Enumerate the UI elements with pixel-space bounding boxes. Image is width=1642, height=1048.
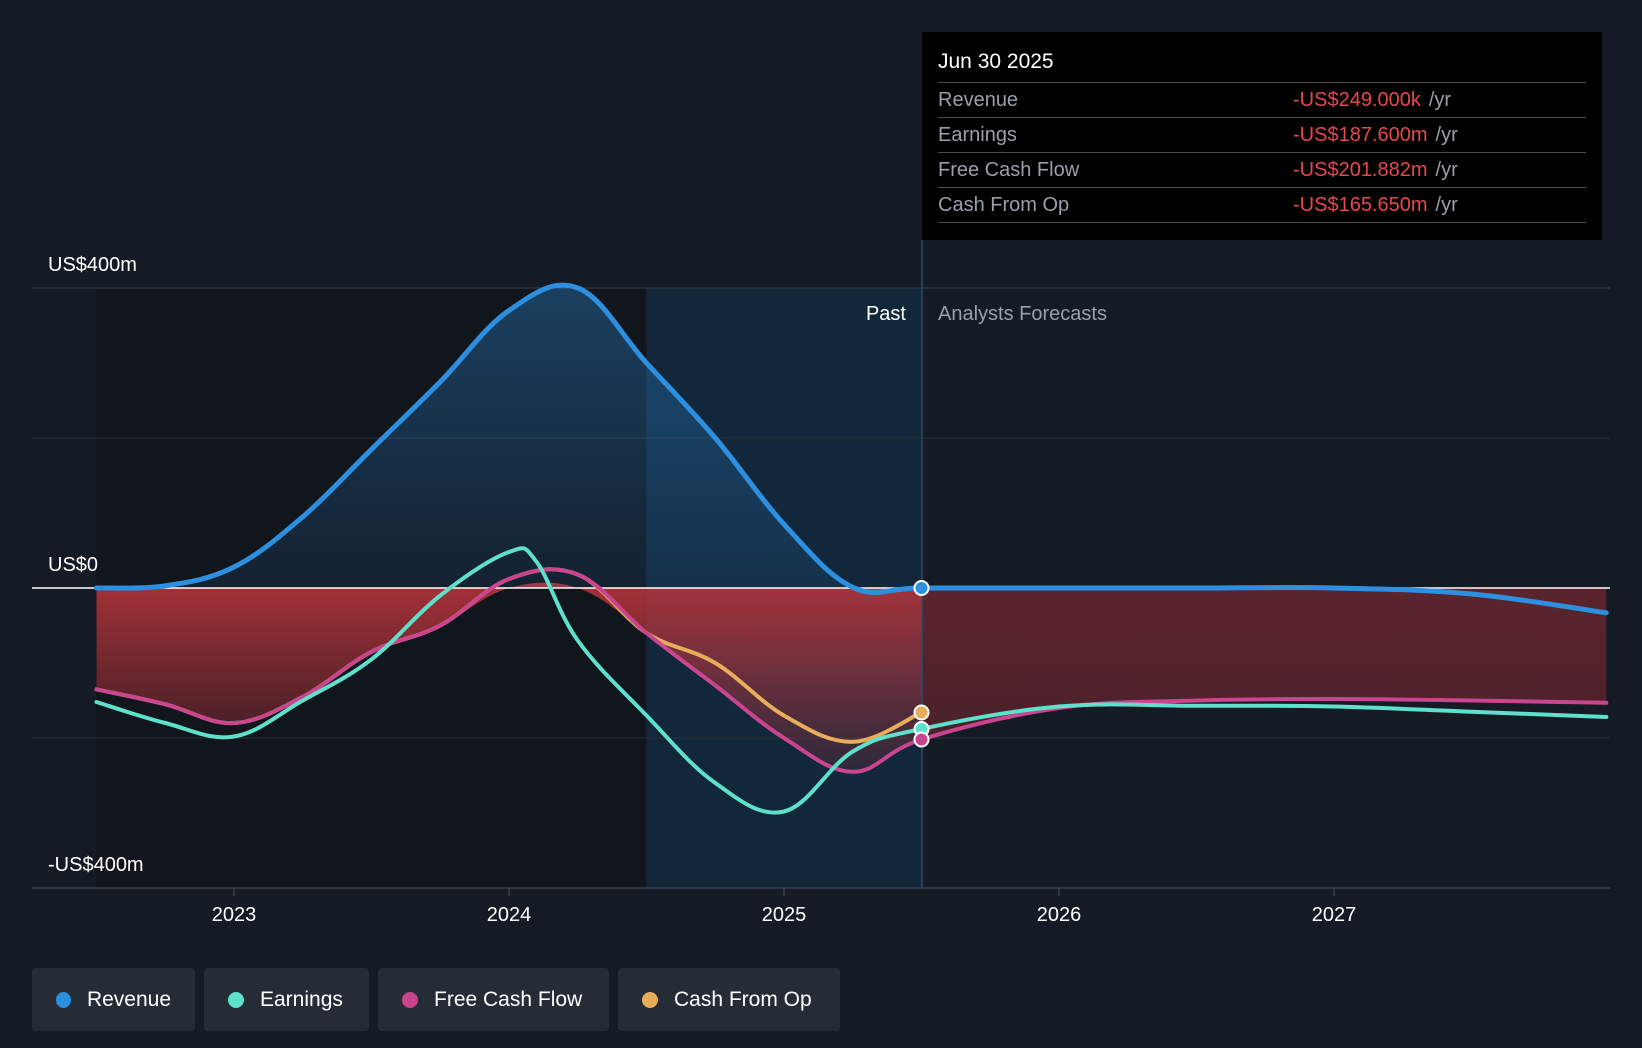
past-label: Past: [866, 303, 906, 325]
legend-dot-icon: [228, 991, 244, 1008]
tooltip-unit: /yr: [1435, 194, 1458, 216]
legend-item-revenue[interactable]: Revenue: [32, 968, 195, 1031]
legend-dot-icon: [642, 991, 658, 1008]
x-tick-label: 2024: [487, 904, 532, 926]
legend: Revenue Earnings Free Cash Flow Cash Fro…: [32, 968, 840, 1031]
legend-dot-icon: [56, 991, 71, 1008]
tooltip-row-earnings: Earnings -US$187.600m /yr: [938, 118, 1586, 153]
tooltip-unit: /yr: [1435, 124, 1458, 146]
legend-dot-icon: [402, 991, 418, 1008]
tooltip-value: -US$201.882m: [1293, 159, 1428, 181]
marker-free-cash-flow[interactable]: [913, 731, 930, 748]
x-tick-label: 2026: [1037, 904, 1082, 926]
x-tick-label: 2027: [1312, 904, 1357, 926]
y-tick-label-bottom: -US$400m: [48, 854, 144, 876]
tooltip-unit: /yr: [1435, 159, 1458, 181]
tooltip-date: Jun 30 2025: [938, 46, 1586, 83]
legend-item-earnings[interactable]: Earnings: [204, 968, 369, 1031]
legend-item-cash-from-op[interactable]: Cash From Op: [618, 968, 840, 1031]
tooltip: Jun 30 2025 Revenue -US$249.000k /yr Ear…: [922, 32, 1602, 240]
y-tick-label-zero: US$0: [48, 554, 98, 576]
line-free-cash-flow: [94, 567, 1609, 774]
tooltip-row-revenue: Revenue -US$249.000k /yr: [938, 83, 1586, 118]
line-earnings: [94, 546, 1609, 815]
tooltip-name: Free Cash Flow: [938, 159, 1080, 181]
tooltip-name: Earnings: [938, 124, 1017, 146]
earnings-negative-area-forecast: [922, 588, 1607, 740]
tooltip-value: -US$249.000k: [1293, 89, 1421, 111]
legend-item-free-cash-flow[interactable]: Free Cash Flow: [378, 968, 609, 1031]
tooltip-name: Revenue: [938, 89, 1019, 111]
x-tick-label: 2025: [762, 904, 807, 926]
forecast-label: Analysts Forecasts: [938, 303, 1107, 325]
tooltip-value: -US$187.600m: [1293, 124, 1428, 146]
x-tick-label: 2023: [212, 904, 257, 926]
y-tick-label-top: US$400m: [48, 254, 137, 276]
tooltip-value: -US$165.650m: [1293, 194, 1428, 216]
tooltip-row-cash-from-op: Cash From Op -US$165.650m /yr: [938, 188, 1586, 223]
tooltip-unit: /yr: [1428, 89, 1452, 111]
tooltip-row-free-cash-flow: Free Cash Flow -US$201.882m /yr: [938, 153, 1586, 188]
legend-label: Free Cash Flow: [434, 987, 583, 1011]
marker-revenue[interactable]: [913, 580, 930, 596]
legend-label: Cash From Op: [674, 987, 812, 1011]
marker-cash-from-op[interactable]: [913, 704, 930, 721]
legend-label: Revenue: [86, 987, 171, 1011]
tooltip-name: Cash From Op: [938, 194, 1070, 216]
revenue-area: [96, 285, 922, 593]
line-revenue: [94, 282, 1609, 616]
legend-label: Earnings: [260, 987, 343, 1011]
earnings-negative-area-past: [96, 582, 922, 772]
